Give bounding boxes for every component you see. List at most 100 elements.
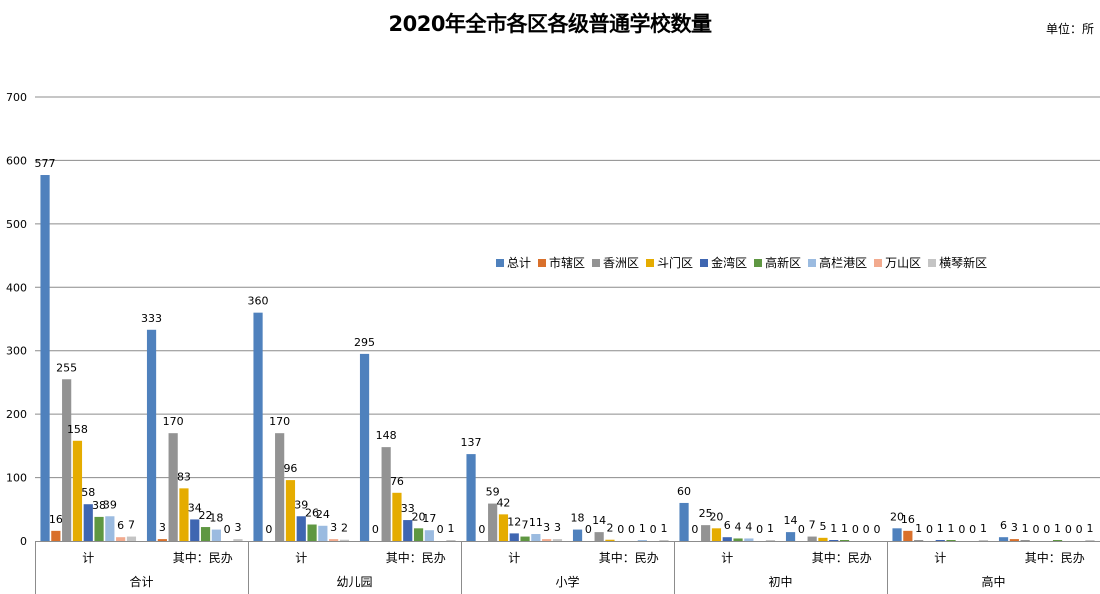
data-label: 24 — [316, 508, 330, 521]
data-label: 20 — [890, 510, 904, 523]
data-label: 20 — [709, 510, 723, 523]
data-label: 1 — [639, 522, 646, 535]
data-label: 1 — [1022, 522, 1029, 535]
x-subcategory-label: 其中：民办 — [386, 550, 446, 565]
data-label: 6 — [724, 519, 731, 532]
x-subcategory-label: 计 — [82, 551, 94, 565]
data-label: 0 — [265, 523, 272, 536]
data-label: 14 — [784, 514, 798, 527]
data-label: 0 — [691, 523, 698, 536]
bar — [509, 533, 519, 541]
legend-swatch-icon — [496, 258, 504, 267]
x-group-label: 合计 — [129, 574, 153, 589]
bar — [892, 528, 902, 541]
bar — [572, 529, 583, 541]
bar — [339, 539, 350, 541]
data-label: 0 — [224, 523, 231, 536]
y-tick-label: 0 — [20, 535, 27, 548]
bar — [488, 503, 498, 541]
bar — [285, 480, 296, 541]
data-label: 3 — [159, 521, 166, 534]
data-label: 5 — [819, 520, 826, 533]
bar — [744, 538, 754, 541]
data-label: 1 — [841, 522, 848, 535]
data-label: 158 — [67, 423, 88, 436]
data-label: 20 — [412, 510, 426, 523]
data-label: 170 — [269, 415, 290, 428]
legend-item: 金湾区 — [700, 254, 747, 271]
legend-label: 万山区 — [885, 256, 922, 270]
bar — [275, 433, 285, 541]
bar — [605, 539, 615, 541]
data-label: 1 — [660, 522, 667, 535]
data-label: 1 — [1054, 522, 1061, 535]
data-label: 137 — [461, 436, 482, 449]
data-label: 3 — [234, 521, 241, 534]
bar — [637, 540, 647, 541]
bar — [424, 530, 434, 541]
data-label: 17 — [422, 512, 436, 525]
bar — [51, 530, 61, 541]
bar — [659, 540, 669, 541]
bar — [520, 536, 530, 541]
bar — [105, 516, 115, 541]
data-label: 0 — [852, 523, 859, 536]
bar — [1009, 539, 1019, 541]
bar — [413, 528, 424, 541]
chart-legend: 总计 市辖区 香洲区 斗门区 金湾区 高新区 高栏港区 万山区 横琴新区 — [496, 254, 987, 271]
legend-swatch-icon — [874, 258, 883, 267]
bar — [807, 536, 817, 541]
data-label: 0 — [969, 523, 976, 536]
data-label: 4 — [745, 520, 752, 533]
bar — [818, 537, 828, 541]
data-label: 0 — [437, 523, 444, 536]
data-label: 59 — [486, 486, 500, 499]
y-tick-label: 400 — [6, 281, 27, 294]
data-label: 58 — [81, 486, 95, 499]
x-group-label: 初中 — [768, 574, 792, 589]
bar — [552, 539, 563, 541]
legend-swatch-icon — [646, 258, 655, 267]
x-subcategory-label: 其中：民办 — [599, 550, 659, 565]
data-label: 0 — [873, 523, 880, 536]
bar — [146, 329, 157, 541]
x-subcategory-label: 其中：民办 — [173, 550, 233, 565]
bar — [466, 454, 476, 541]
data-label: 0 — [1043, 523, 1050, 536]
data-label: 360 — [248, 295, 269, 308]
data-label: 1 — [830, 522, 837, 535]
bar — [701, 525, 711, 541]
data-label: 1 — [447, 522, 454, 535]
data-label: 2 — [341, 522, 348, 535]
data-label: 60 — [677, 485, 691, 498]
data-label: 42 — [496, 496, 510, 509]
bar — [498, 514, 509, 541]
bar — [83, 504, 93, 541]
data-label: 25 — [699, 507, 713, 520]
bar — [914, 540, 924, 541]
bar — [72, 440, 83, 541]
x-subcategory-label: 其中：民办 — [1025, 550, 1085, 565]
data-label: 148 — [376, 429, 397, 442]
x-subcategory-label: 其中：民办 — [812, 550, 872, 565]
legend-swatch-icon — [700, 258, 709, 267]
legend-swatch-icon — [592, 258, 601, 267]
bar — [829, 540, 839, 541]
bar — [296, 516, 306, 541]
data-label: 0 — [617, 523, 624, 536]
legend-swatch-icon — [538, 258, 547, 267]
bar — [946, 540, 956, 541]
legend-item: 市辖区 — [538, 254, 585, 271]
data-label: 6 — [1000, 519, 1007, 532]
data-label: 83 — [177, 470, 191, 483]
bar — [381, 447, 391, 541]
data-label: 34 — [188, 501, 202, 514]
x-subcategory-label: 计 — [295, 551, 307, 565]
bar — [40, 175, 50, 541]
legend-item: 高栏港区 — [808, 254, 867, 271]
bar — [94, 516, 104, 541]
bar — [200, 527, 211, 541]
legend-label: 市辖区 — [549, 256, 586, 270]
data-label: 0 — [650, 523, 657, 536]
legend-label: 总计 — [507, 256, 532, 270]
